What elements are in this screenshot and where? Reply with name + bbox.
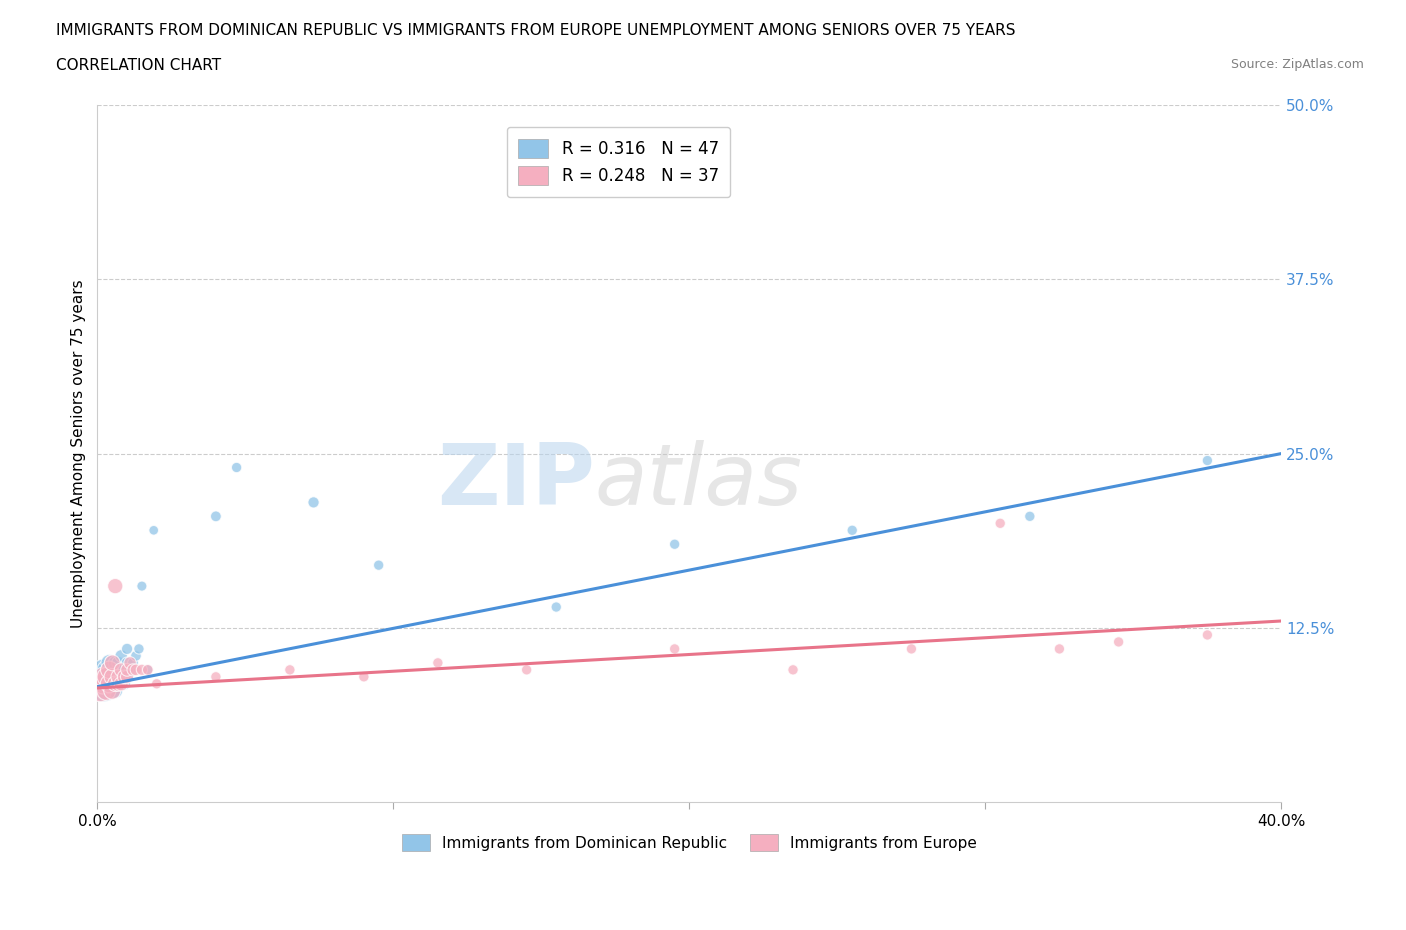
Point [101,662,124,677]
Legend: Immigrants from Dominican Republic, Immigrants from Europe: Immigrants from Dominican Republic, Immi… [396,828,983,857]
Point [302,495,325,510]
Point [110,662,132,677]
Point [93,684,115,698]
Point [118,662,141,677]
Point [98,670,121,684]
Point [131,662,153,677]
Point [136,662,159,677]
Point [110,676,132,691]
Point [115,670,138,684]
Point [225,460,247,475]
Point [1108,634,1130,649]
Point [93,670,115,684]
Point [142,523,165,538]
Point [96,662,118,677]
Point [122,662,145,677]
Point [516,662,538,677]
Point [1047,642,1070,657]
Y-axis label: Unemployment Among Seniors over 75 years: Unemployment Among Seniors over 75 years [72,279,86,628]
Point [115,642,138,657]
Text: CORRELATION CHART: CORRELATION CHART [56,58,221,73]
Point [98,662,121,677]
Point [145,676,167,691]
Point [112,670,135,684]
Point [101,670,124,684]
Point [98,662,121,677]
Point [110,648,132,663]
Point [89,676,111,691]
Point [1197,453,1219,468]
Point [988,516,1011,531]
Point [122,656,145,671]
Point [96,676,118,691]
Point [136,662,159,677]
Point [96,670,118,684]
Point [353,670,375,684]
Point [115,662,138,677]
Point [128,642,150,657]
Point [278,662,301,677]
Point [110,662,132,677]
Point [125,662,148,677]
Point [367,558,389,573]
Point [107,662,129,677]
Point [664,642,686,657]
Point [115,656,138,671]
Point [900,642,922,657]
Point [104,662,127,677]
Point [101,684,124,698]
Point [101,670,124,684]
Point [118,656,141,671]
Point [841,523,863,538]
Point [104,670,127,684]
Point [93,662,115,677]
Point [96,684,118,698]
Point [104,656,127,671]
Text: ZIP: ZIP [437,440,595,523]
Point [107,676,129,691]
Point [98,676,121,691]
Point [205,509,228,524]
Point [112,676,135,691]
Point [1018,509,1040,524]
Point [107,656,129,671]
Point [101,656,124,671]
Point [93,676,115,691]
Point [96,684,118,698]
Point [107,670,129,684]
Text: IMMIGRANTS FROM DOMINICAN REPUBLIC VS IMMIGRANTS FROM EUROPE UNEMPLOYMENT AMONG : IMMIGRANTS FROM DOMINICAN REPUBLIC VS IM… [56,23,1015,38]
Point [1197,628,1219,643]
Point [125,648,148,663]
Point [98,676,121,691]
Point [104,676,127,691]
Point [205,670,228,684]
Text: Source: ZipAtlas.com: Source: ZipAtlas.com [1230,58,1364,71]
Point [89,684,111,698]
Point [101,684,124,698]
Point [664,537,686,551]
Point [101,676,124,691]
Point [96,670,118,684]
Point [115,670,138,684]
Point [426,656,449,671]
Point [782,662,804,677]
Point [546,600,568,615]
Point [104,578,127,593]
Point [89,670,111,684]
Point [131,578,153,593]
Point [101,656,124,671]
Point [98,656,121,671]
Point [104,684,127,698]
Point [110,670,132,684]
Text: atlas: atlas [595,440,803,523]
Point [107,676,129,691]
